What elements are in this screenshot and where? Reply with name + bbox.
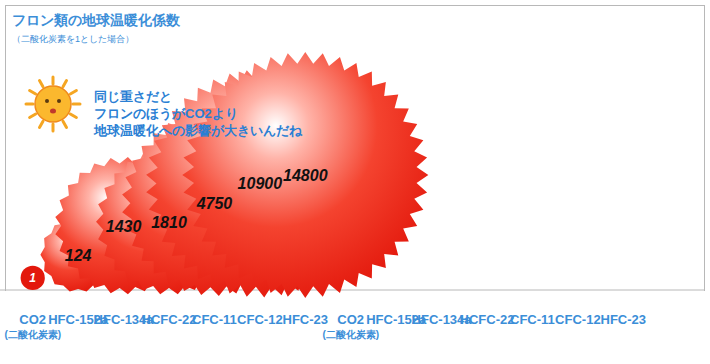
svg-text:10900: 10900 [238,175,283,192]
html-text:同じ重さだと: 同じ重さだと [94,89,172,104]
svg-text:HFC-152a: HFC-152a [48,312,109,327]
svg-text:4750: 4750 [196,195,233,212]
svg-text:(二酸化炭素): (二酸化炭素) [4,329,61,340]
svg-text:1430: 1430 [106,218,142,235]
svg-text:1810: 1810 [151,214,187,231]
svg-text:HCFC-22: HCFC-22 [142,312,197,327]
svg-text:14800: 14800 [283,167,328,184]
svg-text:HFC-23: HFC-23 [283,312,329,327]
svg-text:CFC-11: CFC-11 [192,312,237,327]
svg-text:HCFC-22: HCFC-22 [460,312,515,327]
html-text:（二酸化炭素を1とした場合）: （二酸化炭素を1とした場合） [12,34,134,44]
svg-text:124: 124 [65,247,92,264]
svg-text:1: 1 [29,271,36,285]
html-text:フロン類の地球温暖化係数: フロン類の地球温暖化係数 [12,12,180,28]
svg-text:CO2: CO2 [19,312,46,327]
html-text:フロンのほうがCO2より: フロンのほうがCO2より [94,106,238,121]
svg-text:HFC-134a: HFC-134a [411,312,472,327]
html-text:地球温暖化への影響が大きいんだね: 地球温暖化への影響が大きいんだね [94,123,302,138]
svg-text:(二酸化炭素): (二酸化炭素) [322,329,379,340]
svg-text:HFC-134a: HFC-134a [93,312,154,327]
svg-text:CFC-12: CFC-12 [237,312,283,327]
svg-text:CFC-11: CFC-11 [510,312,555,327]
svg-text:HFC-23: HFC-23 [601,312,647,327]
svg-text:HFC-152a: HFC-152a [366,312,427,327]
svg-text:CFC-12: CFC-12 [555,312,601,327]
svg-text:CO2: CO2 [337,312,364,327]
